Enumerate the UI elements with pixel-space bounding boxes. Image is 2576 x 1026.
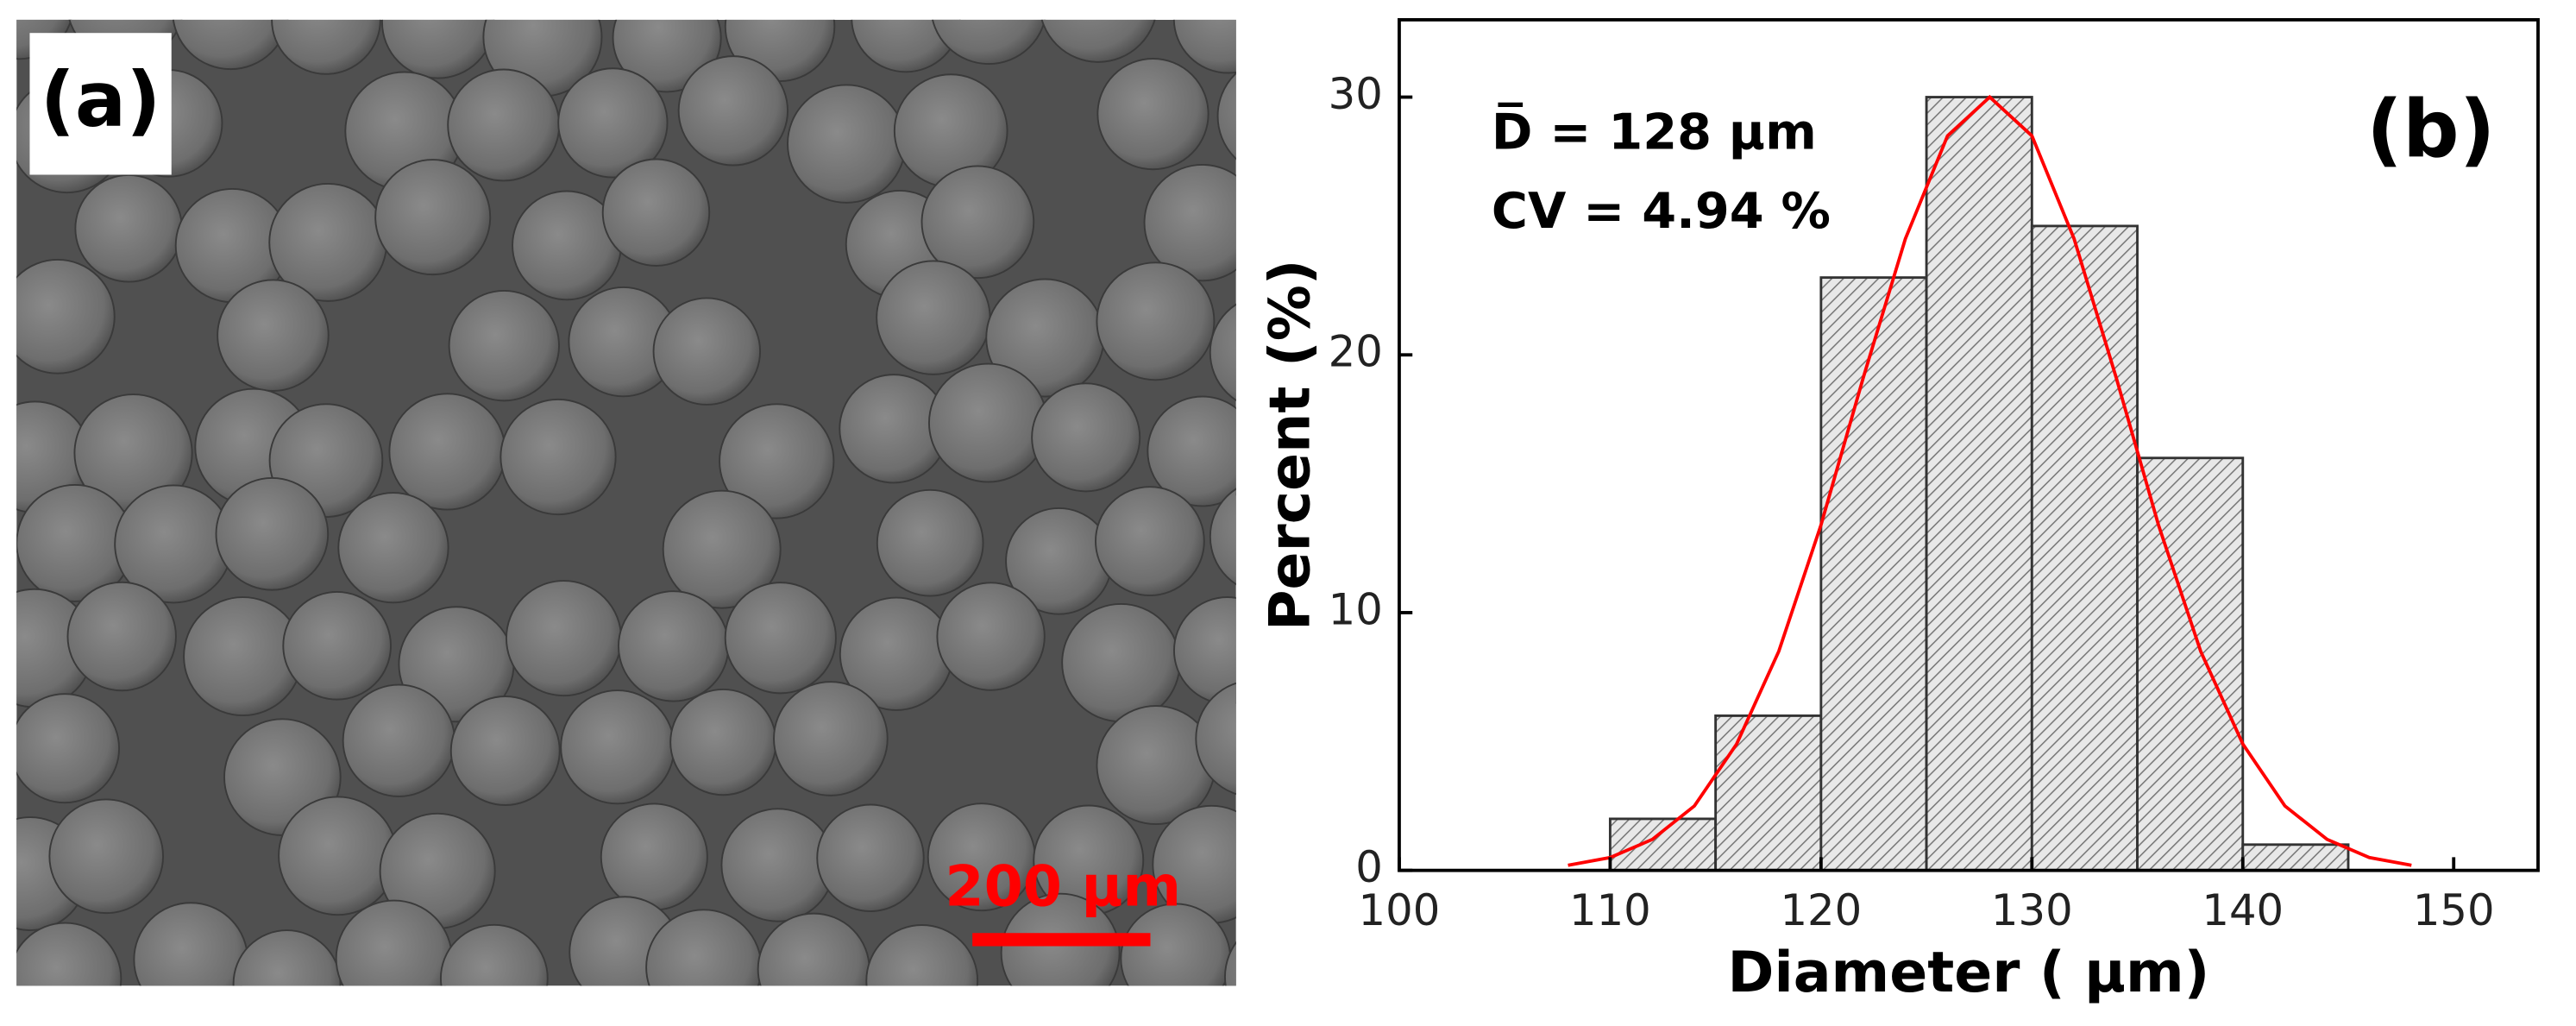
particle: [337, 492, 449, 604]
particle: [1209, 303, 1236, 402]
particle: [278, 796, 398, 916]
y-tick-label: 20: [1329, 327, 1383, 377]
particle: [217, 279, 330, 392]
scale-bar-label: 200 μm: [945, 855, 1181, 920]
particle: [374, 159, 492, 276]
particle: [1195, 682, 1236, 796]
particle: [133, 902, 248, 986]
panel-label: (b): [2366, 84, 2495, 176]
particle: [618, 590, 730, 702]
particle: [724, 582, 837, 695]
particle: [1095, 486, 1205, 596]
particle: [1031, 382, 1141, 493]
particle: [439, 923, 549, 986]
bar: [1608, 817, 1718, 872]
sem-image: [16, 19, 1236, 986]
particle: [936, 582, 1046, 691]
particle: [335, 899, 453, 986]
particle: [1040, 19, 1156, 63]
particle: [448, 289, 560, 402]
particle: [388, 393, 506, 511]
x-tick-label: 110: [1569, 885, 1651, 935]
particle: [1096, 58, 1209, 171]
particle: [66, 581, 177, 692]
particle: [447, 68, 561, 182]
particle: [560, 689, 675, 805]
particle: [662, 489, 782, 609]
particle: [677, 55, 789, 167]
particle: [1096, 261, 1216, 381]
y-tick-label: 0: [1355, 842, 1383, 892]
particle: [449, 696, 561, 806]
particle: [1120, 903, 1232, 986]
y-axis-label: Percent (%): [1259, 260, 1323, 632]
y-tick-label: 30: [1329, 69, 1383, 119]
particle: [215, 476, 330, 591]
fit-curve: [1568, 94, 2412, 867]
bar: [2030, 224, 2139, 872]
particle: [1143, 163, 1236, 282]
particle: [74, 173, 183, 283]
particle: [48, 798, 164, 915]
particle: [669, 689, 777, 796]
particle: [928, 362, 1048, 483]
particle: [773, 681, 889, 796]
particle: [505, 580, 623, 697]
particle: [851, 19, 961, 73]
particle: [876, 488, 984, 597]
particle: [1147, 395, 1236, 507]
particle: [282, 590, 392, 701]
particle: [557, 67, 669, 179]
x-tick-label: 150: [2413, 885, 2495, 935]
particle: [645, 909, 763, 986]
bar: [1819, 276, 1928, 872]
particle: [16, 258, 116, 375]
particle: [816, 803, 925, 912]
particle: [1209, 488, 1236, 586]
particle: [600, 803, 708, 911]
particle: [1172, 19, 1236, 74]
particle: [876, 260, 991, 375]
particle: [271, 19, 381, 75]
particle: [1061, 602, 1181, 723]
particle: [787, 84, 907, 204]
particle: [172, 19, 289, 71]
bar: [2136, 456, 2245, 872]
y-tick-label: 10: [1329, 584, 1383, 634]
particle: [932, 19, 1046, 66]
panel-label-box: [29, 33, 172, 175]
particle: [232, 929, 342, 986]
particle: [652, 297, 762, 406]
particle: [601, 158, 711, 267]
particle: [16, 922, 123, 986]
annotation: D̅ = 128 μm: [1492, 102, 1817, 161]
x-tick-label: 140: [2202, 885, 2284, 935]
particle: [499, 398, 617, 516]
particle: [1216, 72, 1236, 161]
x-tick-label: 120: [1780, 885, 1862, 935]
annotation: CV = 4.94 %: [1492, 182, 1831, 240]
plot-frame: [1398, 18, 2540, 872]
particle: [865, 924, 979, 986]
particle: [1224, 941, 1236, 986]
particle: [920, 165, 1035, 280]
particle: [342, 683, 456, 797]
particle: [16, 693, 121, 804]
bar: [1714, 714, 1823, 872]
x-tick-label: 100: [1359, 885, 1441, 935]
bar: [2241, 843, 2350, 872]
particle: [757, 912, 870, 986]
panel-label: (a): [41, 55, 161, 144]
particle: [719, 403, 835, 519]
x-tick-label: 130: [1991, 885, 2073, 935]
x-axis-label: Diameter ( μm): [1728, 941, 2210, 1005]
bar: [1925, 96, 2033, 872]
